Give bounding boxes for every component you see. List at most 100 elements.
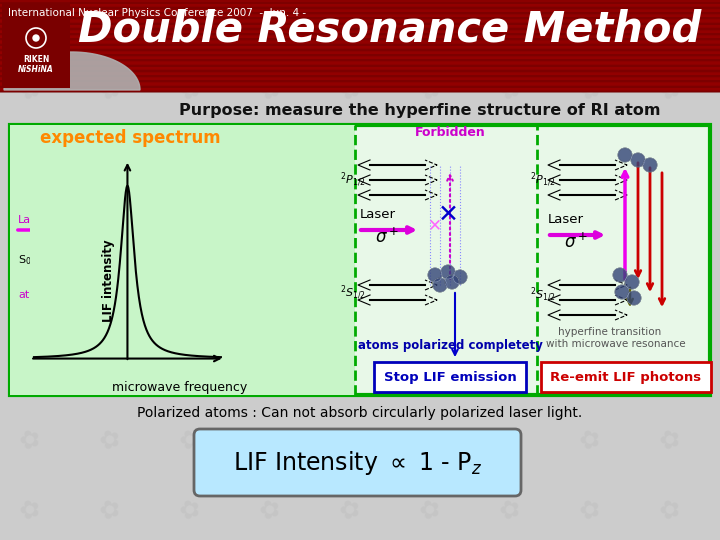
Text: $\sigma^+$: $\sigma^+$ <box>375 228 399 247</box>
Text: ✿: ✿ <box>576 5 604 35</box>
Text: ✿: ✿ <box>16 425 44 455</box>
Text: ✿: ✿ <box>176 495 204 525</box>
Circle shape <box>445 275 459 289</box>
Text: ✿: ✿ <box>256 495 284 525</box>
Text: atoms polarized completety: atoms polarized completety <box>358 339 542 352</box>
Text: ✿: ✿ <box>96 5 124 35</box>
Text: ✿: ✿ <box>416 355 444 385</box>
Bar <box>2 3 70 88</box>
Text: ✿: ✿ <box>496 145 524 175</box>
Text: ✿: ✿ <box>96 145 124 175</box>
Text: ✿: ✿ <box>496 5 524 35</box>
Text: ✿: ✿ <box>576 215 604 245</box>
Text: ✿: ✿ <box>176 145 204 175</box>
Text: ✿: ✿ <box>256 355 284 385</box>
Text: ✿: ✿ <box>176 355 204 385</box>
Text: ✿: ✿ <box>496 285 524 315</box>
Text: ✿: ✿ <box>176 5 204 35</box>
Text: Polarized atoms : Can not absorb circularly polarized laser light.: Polarized atoms : Can not absorb circula… <box>138 406 582 420</box>
Text: ✿: ✿ <box>96 75 124 105</box>
Bar <box>10 125 355 395</box>
Text: ✿: ✿ <box>336 425 364 455</box>
Text: ✿: ✿ <box>656 5 684 35</box>
Text: $\sigma^+$: $\sigma^+$ <box>564 233 588 252</box>
Circle shape <box>631 153 645 167</box>
Text: ✿: ✿ <box>576 425 604 455</box>
Circle shape <box>618 148 632 162</box>
Circle shape <box>33 35 39 41</box>
Text: ✿: ✿ <box>16 75 44 105</box>
Text: ✿: ✿ <box>336 355 364 385</box>
FancyBboxPatch shape <box>194 429 521 496</box>
FancyBboxPatch shape <box>10 125 710 395</box>
Text: ✿: ✿ <box>16 215 44 245</box>
Text: ✿: ✿ <box>96 355 124 385</box>
Text: Laser: Laser <box>360 208 396 221</box>
Text: ✿: ✿ <box>16 5 44 35</box>
Text: ✿: ✿ <box>16 145 44 175</box>
Circle shape <box>625 275 639 289</box>
Text: Forbidden: Forbidden <box>415 125 485 138</box>
Text: ✿: ✿ <box>496 215 524 245</box>
Circle shape <box>627 291 641 305</box>
Circle shape <box>441 265 455 279</box>
Text: ✿: ✿ <box>416 145 444 175</box>
Text: ✿: ✿ <box>656 145 684 175</box>
Text: ✕: ✕ <box>438 203 459 227</box>
Text: ✿: ✿ <box>336 285 364 315</box>
Text: ✿: ✿ <box>96 495 124 525</box>
Text: LIF Intensity $\propto$ 1 - P$_z$: LIF Intensity $\propto$ 1 - P$_z$ <box>233 449 482 477</box>
Text: hyperfine transition: hyperfine transition <box>559 327 662 337</box>
Text: ✿: ✿ <box>656 285 684 315</box>
Text: ✿: ✿ <box>336 145 364 175</box>
Text: $^2S_{1/2}$: $^2S_{1/2}$ <box>530 286 556 305</box>
Text: ✿: ✿ <box>336 5 364 35</box>
Text: LIF intensity: LIF intensity <box>102 239 115 322</box>
Text: microwave frequency: microwave frequency <box>112 381 248 394</box>
Text: Re-emit LIF photons: Re-emit LIF photons <box>550 370 701 383</box>
Circle shape <box>453 270 467 284</box>
Text: ✿: ✿ <box>416 5 444 35</box>
Text: La: La <box>18 215 31 225</box>
Text: ✿: ✿ <box>496 355 524 385</box>
Text: with microwave resonance: with microwave resonance <box>546 339 686 349</box>
Text: Purpose: measure the hyperfine structure of RI atom: Purpose: measure the hyperfine structure… <box>179 103 661 118</box>
Text: International Nuclear Physics Conference 2007  -  Jun. 4 -: International Nuclear Physics Conference… <box>8 8 306 18</box>
Text: ✿: ✿ <box>16 355 44 385</box>
Text: ✿: ✿ <box>576 285 604 315</box>
Text: ✿: ✿ <box>416 75 444 105</box>
Text: ✿: ✿ <box>416 425 444 455</box>
Text: ✿: ✿ <box>256 285 284 315</box>
Text: Double Resonance Method: Double Resonance Method <box>78 9 701 51</box>
Text: ✿: ✿ <box>656 215 684 245</box>
Text: ✿: ✿ <box>256 425 284 455</box>
FancyBboxPatch shape <box>374 362 526 392</box>
Text: ✿: ✿ <box>416 215 444 245</box>
Text: ✿: ✿ <box>176 75 204 105</box>
Text: $^2P_{1/2}$: $^2P_{1/2}$ <box>341 171 366 190</box>
Text: ✿: ✿ <box>496 425 524 455</box>
Text: ✿: ✿ <box>576 495 604 525</box>
Text: ✿: ✿ <box>416 285 444 315</box>
Bar <box>0 0 720 92</box>
Text: ✿: ✿ <box>576 75 604 105</box>
Text: ✿: ✿ <box>16 285 44 315</box>
Text: ✿: ✿ <box>576 355 604 385</box>
Circle shape <box>428 268 442 282</box>
Text: ✿: ✿ <box>656 495 684 525</box>
Circle shape <box>643 158 657 172</box>
Text: $^2S_{1/2}$: $^2S_{1/2}$ <box>340 284 366 302</box>
Text: $^2P_{1/2}$: $^2P_{1/2}$ <box>531 171 556 190</box>
Text: ✿: ✿ <box>496 75 524 105</box>
Text: ✿: ✿ <box>416 495 444 525</box>
Text: ✿: ✿ <box>256 75 284 105</box>
Text: ✿: ✿ <box>336 75 364 105</box>
Circle shape <box>613 268 627 282</box>
Text: ✿: ✿ <box>256 145 284 175</box>
Text: ✿: ✿ <box>96 215 124 245</box>
Text: ✿: ✿ <box>576 145 604 175</box>
Text: ✿: ✿ <box>96 425 124 455</box>
Text: ✿: ✿ <box>176 285 204 315</box>
Text: ✿: ✿ <box>96 285 124 315</box>
Text: ✿: ✿ <box>496 495 524 525</box>
